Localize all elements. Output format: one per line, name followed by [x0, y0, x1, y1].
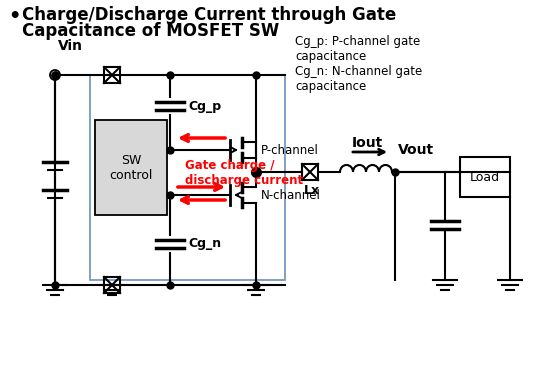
Text: Cg_n: Cg_n [188, 238, 221, 250]
Bar [460, 157, 510, 197]
Text: SW
control: SW control [109, 154, 153, 182]
Text: •: • [8, 7, 20, 26]
Text: Charge/Discharge Current through Gate: Charge/Discharge Current through Gate [22, 6, 396, 24]
Text: N-channel: N-channel [261, 188, 321, 202]
Text: capacitance: capacitance [295, 50, 366, 63]
Bar [104, 67, 120, 83]
Text: Vin: Vin [58, 39, 83, 53]
Text: Lx: Lx [304, 184, 320, 197]
Text: Gate charge /
discharge current: Gate charge / discharge current [185, 158, 303, 186]
Text: Cg_p: Cg_p [188, 100, 221, 112]
Text: capacitance: capacitance [295, 80, 366, 93]
Bar [95, 120, 167, 215]
Text: Load: Load [470, 171, 500, 184]
Text: Capacitance of MOSFET SW: Capacitance of MOSFET SW [22, 22, 279, 40]
Bar [302, 164, 318, 180]
Text: Cg_n: N-channel gate: Cg_n: N-channel gate [295, 65, 422, 78]
Bar [104, 277, 120, 293]
Text: Vout: Vout [398, 143, 434, 157]
Text: P-channel: P-channel [261, 144, 319, 157]
Text: Iout: Iout [352, 136, 383, 150]
Bar [90, 75, 285, 280]
Text: Cg_p: P-channel gate: Cg_p: P-channel gate [295, 35, 420, 48]
